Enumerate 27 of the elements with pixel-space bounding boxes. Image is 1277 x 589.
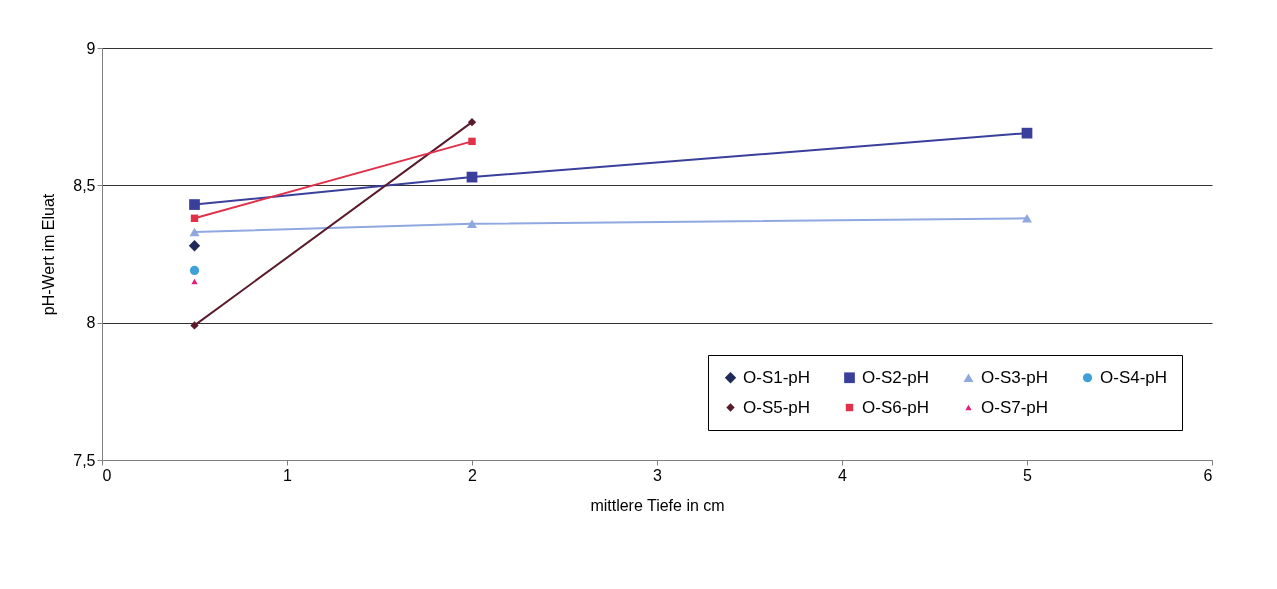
x-tick-label: 3 [653, 466, 663, 484]
x-tick-label: 0 [102, 466, 112, 484]
x-tick-label: 5 [1023, 466, 1033, 484]
legend-label: O-S5-pH [743, 397, 811, 417]
x-tick-label: 1 [283, 466, 293, 484]
legend-label: O-S2-pH [862, 367, 930, 387]
legend-label: O-S4-pH [1100, 367, 1168, 387]
point [1022, 213, 1032, 223]
point [188, 240, 201, 252]
y-tick-label: 8,5 [73, 176, 96, 194]
y-axis-title: pH-Wert im Eluat [40, 193, 58, 316]
legend-label: O-S6-pH [862, 397, 930, 417]
legend-label: O-S1-pH [743, 367, 811, 387]
point [189, 199, 200, 210]
y-tick-label: 8 [86, 314, 96, 332]
x-tick-label: 2 [468, 466, 478, 484]
legend-label: O-S3-pH [981, 367, 1049, 387]
y-tick-label: 7,5 [73, 451, 96, 469]
point [191, 278, 198, 285]
y-tick-label: 9 [86, 39, 96, 57]
legend-label: O-S7-pH [981, 397, 1049, 417]
x-tick-label: 6 [1203, 466, 1213, 484]
x-tick-label: 4 [838, 466, 848, 484]
point [189, 265, 200, 276]
x-axis-title: mittlere Tiefe in cm [590, 496, 725, 514]
point [190, 321, 199, 330]
point [467, 117, 477, 127]
